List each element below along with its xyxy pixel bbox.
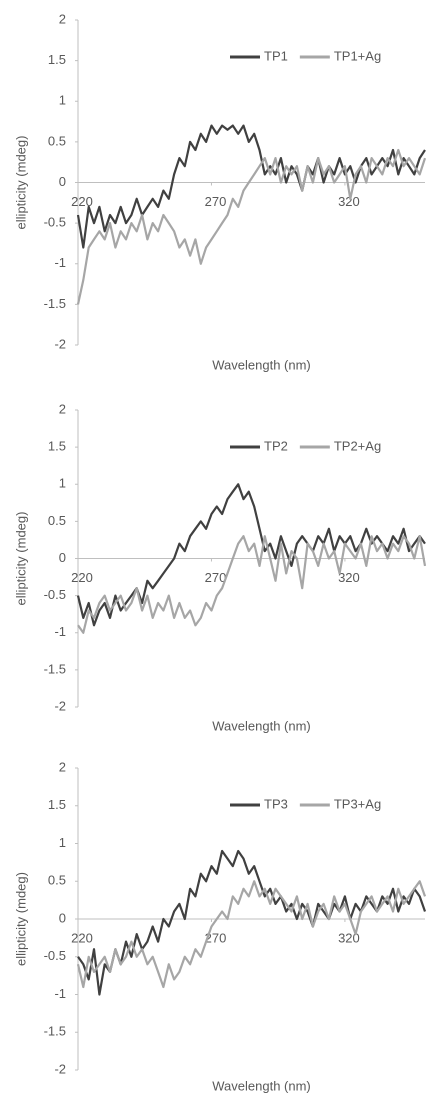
y-tick-label: -1 <box>54 624 66 639</box>
y-tick-label: 2 <box>59 759 66 774</box>
y-tick-label: 1.5 <box>48 52 66 67</box>
legend-label: TP3 <box>264 796 288 811</box>
data-line <box>76 124 426 249</box>
y-tick-label: -1 <box>54 255 66 270</box>
x-tick-label: 270 <box>205 930 227 945</box>
x-axis-title: Wavelength (nm) <box>212 1078 311 1093</box>
y-tick-label: -0.5 <box>44 587 66 602</box>
x-tick-label: 220 <box>71 194 93 209</box>
x-tick-label: 220 <box>71 930 93 945</box>
y-tick-label: -0.5 <box>44 948 66 963</box>
x-axis-title: Wavelength (nm) <box>212 718 311 733</box>
y-tick-label: 2 <box>59 11 66 26</box>
y-tick-label: -1.5 <box>44 1024 66 1039</box>
y-axis-title: ellipticity (mdeg) <box>13 872 28 966</box>
y-tick-label: 0.5 <box>48 873 66 888</box>
x-axis-title: Wavelength (nm) <box>212 357 311 372</box>
data-line <box>76 880 427 989</box>
legend-label: TP3+Ag <box>334 796 381 811</box>
y-tick-label: 1.5 <box>48 797 66 812</box>
y-tick-label: -2 <box>54 698 66 713</box>
x-tick-label: 320 <box>338 570 360 585</box>
y-tick-label: 0.5 <box>48 133 66 148</box>
data-line <box>77 535 427 634</box>
legend-label: TP1+Ag <box>334 48 381 63</box>
x-tick-label: 270 <box>205 570 227 585</box>
data-line <box>76 148 427 305</box>
legend-label: TP2 <box>264 438 288 453</box>
y-tick-label: -2 <box>54 336 66 351</box>
data-line <box>77 849 427 996</box>
x-tick-label: 320 <box>338 194 360 209</box>
y-tick-label: 1 <box>59 476 66 491</box>
y-tick-label: -2 <box>54 1061 66 1076</box>
x-tick-label: 320 <box>338 930 360 945</box>
y-tick-label: 2 <box>59 401 66 416</box>
y-tick-label: 0 <box>59 910 66 925</box>
legend-label: TP1 <box>264 48 288 63</box>
x-tick-label: 220 <box>71 570 93 585</box>
y-tick-label: -1.5 <box>44 661 66 676</box>
y-axis-title: ellipticity (mdeg) <box>13 512 28 606</box>
y-tick-label: -1 <box>54 986 66 1001</box>
x-tick-label: 270 <box>205 194 227 209</box>
y-tick-label: 0.5 <box>48 513 66 528</box>
y-tick-label: 1.5 <box>48 439 66 454</box>
y-tick-label: -1.5 <box>44 296 66 311</box>
y-tick-label: 1 <box>59 93 66 108</box>
y-tick-label: -0.5 <box>44 215 66 230</box>
y-axis-title: ellipticity (mdeg) <box>13 136 28 230</box>
y-tick-label: 0 <box>59 174 66 189</box>
y-tick-label: 0 <box>59 550 66 565</box>
legend-label: TP2+Ag <box>334 438 381 453</box>
y-tick-label: 1 <box>59 835 66 850</box>
